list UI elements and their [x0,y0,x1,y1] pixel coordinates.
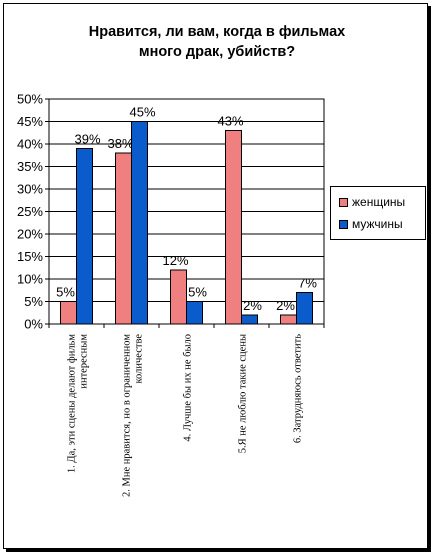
bar-women [225,130,242,325]
y-tick-label: 35% [17,159,43,174]
bar-women [280,314,297,325]
legend: женщины мужчины [330,186,426,240]
data-label-women: 43% [217,114,243,129]
legend-swatch-men [339,219,348,229]
bar-men [76,148,93,325]
y-tick-label: 5% [24,294,43,309]
category-label: 4. Лучше бы их не было [183,334,194,442]
category-label: 6. Затрудняюсь ответить [293,334,304,443]
legend-item-men: мужчины [339,217,403,231]
chart-frame [3,3,428,549]
chart-title-line-2: много драк, убийств? [138,44,296,60]
bar-women [115,152,132,325]
y-tick-label: 10% [17,272,43,287]
y-tick-label: 40% [17,137,43,152]
bar-men [186,301,203,325]
category-label: 1. Да, эти сцены делают фильм [67,334,78,473]
data-label-men: 2% [243,298,262,313]
data-label-women: 38% [107,136,133,151]
data-label-men: 45% [129,105,155,120]
chart-title: Нравится, ли вам, когда в фильмах много … [0,22,434,62]
legend-item-women: женщины [339,195,405,209]
bar-men [131,121,148,325]
chart-title-line-1: Нравится, ли вам, когда в фильмах [88,24,346,40]
y-tick-label: 0% [24,317,43,332]
category-label: 5.Я не люблю такие сцены [238,334,249,453]
data-label-men: 7% [298,276,317,291]
data-label-men: 39% [74,132,100,147]
legend-label-men: мужчины [352,217,403,231]
y-tick-label: 50% [17,92,43,107]
data-label-women: 5% [56,285,75,300]
legend-swatch-women [339,197,348,207]
y-tick-label: 20% [17,227,43,242]
category-label: количестве [134,334,145,384]
category-label: 2. Мне нравится, но в ограниченном [122,334,133,497]
bar-men [241,314,258,325]
bar-women [170,269,187,325]
data-label-men: 5% [188,285,207,300]
y-tick-label: 45% [17,114,43,129]
category-label: интересным [79,334,90,389]
bar-men [296,292,313,325]
y-tick-label: 15% [17,249,43,264]
bar-women [60,301,77,325]
data-label-women: 2% [276,298,295,313]
data-label-women: 12% [162,253,188,268]
legend-label-women: женщины [352,195,406,209]
y-tick-label: 30% [17,182,43,197]
y-tick-label: 25% [17,204,43,219]
